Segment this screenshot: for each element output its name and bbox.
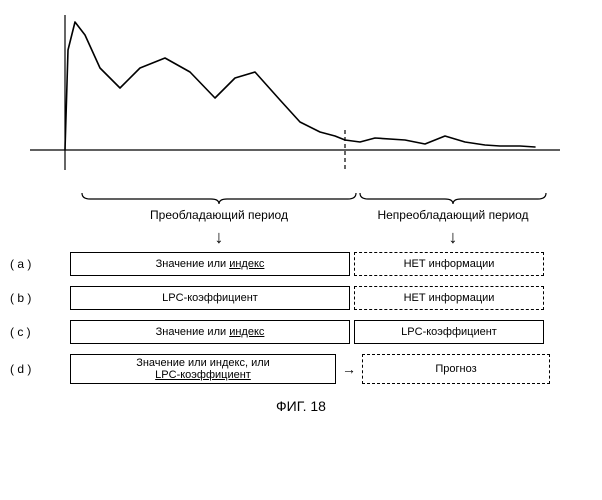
row-a-left-box: Значение или индекс xyxy=(70,252,350,276)
diagram-container: Преобладающий период Непреобладающий пер… xyxy=(10,10,592,414)
row-b-right-box: НЕТ информации xyxy=(354,286,544,310)
row-a-left-text: Значение или индекс xyxy=(156,258,265,270)
row-d-left-text: Значение или индекс, или LPC-коэффициент xyxy=(136,357,270,381)
nondominant-period-label: Непреобладающий период xyxy=(358,191,548,222)
row-d-left-line2: LPC-коэффициент xyxy=(155,369,251,381)
row-b-label: ( b ) xyxy=(10,291,70,305)
row-a-label: ( a ) xyxy=(10,257,70,271)
arrow-right-icon: → xyxy=(340,361,358,377)
curve-chart xyxy=(10,10,570,190)
row-b-left-box: LPC-коэффициент xyxy=(70,286,350,310)
arrow-down-icon: ↓ xyxy=(449,227,458,247)
row-c-left-box: Значение или индекс xyxy=(70,320,350,344)
dominant-period-text: Преобладающий период xyxy=(80,208,358,222)
row-b: ( b ) LPC-коэффициент НЕТ информации xyxy=(10,286,592,310)
brace-left xyxy=(80,191,358,205)
row-c-left-text: Значение или индекс xyxy=(156,326,265,338)
row-d: ( d ) Значение или индекс, или LPC-коэфф… xyxy=(10,354,592,384)
arrow-down-icon: ↓ xyxy=(215,227,224,247)
row-d-right-box: Прогноз xyxy=(362,354,550,384)
nondominant-period-text: Непреобладающий период xyxy=(358,208,548,222)
row-d-label: ( d ) xyxy=(10,362,70,376)
row-d-left-line1: Значение или индекс, или xyxy=(136,357,270,369)
row-d-left-box: Значение или индекс, или LPC-коэффициент xyxy=(70,354,336,384)
row-c: ( c ) Значение или индекс LPC-коэффициен… xyxy=(10,320,592,344)
period-labels: Преобладающий период Непреобладающий пер… xyxy=(80,191,592,222)
arrows-row: ↓ ↓ xyxy=(80,228,592,246)
row-c-label: ( c ) xyxy=(10,325,70,339)
row-c-right-box: LPC-коэффициент xyxy=(354,320,544,344)
row-a: ( a ) Значение или индекс НЕТ информации xyxy=(10,252,592,276)
figure-caption: ФИГ. 18 xyxy=(10,398,592,414)
row-a-right-box: НЕТ информации xyxy=(354,252,544,276)
brace-right xyxy=(358,191,548,205)
dominant-period-label: Преобладающий период xyxy=(80,191,358,222)
